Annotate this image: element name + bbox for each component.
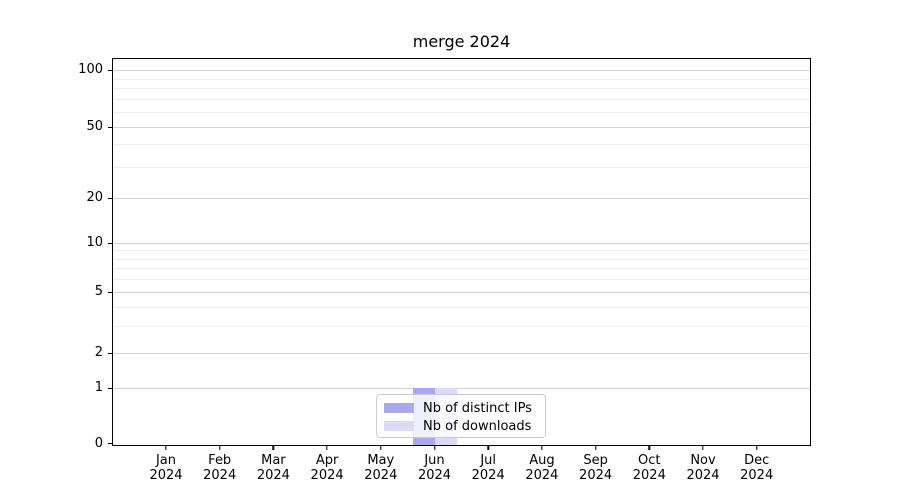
x-tick-label: Feb 2024 <box>203 453 236 483</box>
minor-gridline <box>113 258 810 260</box>
y-tick-label: 50 <box>86 119 103 134</box>
minor-gridline <box>113 326 810 327</box>
x-tick-month: Oct <box>638 453 661 468</box>
x-tick-month: Jun <box>424 453 445 468</box>
x-tick-month: Apr <box>315 453 339 468</box>
major-gridline <box>113 292 810 293</box>
x-tick-year: 2024 <box>203 468 237 483</box>
x-tick-label: Jan 2024 <box>149 453 182 483</box>
y-tick-label: 2 <box>94 345 103 360</box>
y-tick-mark <box>107 197 113 199</box>
x-tick-year: 2024 <box>364 468 398 483</box>
legend-swatch-downloads <box>384 421 414 431</box>
x-tick-label: May 2024 <box>364 453 397 483</box>
x-tick-mark <box>541 445 543 450</box>
x-tick-month: Sep <box>583 453 608 468</box>
x-tick-year: 2024 <box>310 468 344 483</box>
x-tick-mark <box>326 445 328 450</box>
y-tick-label: 10 <box>86 235 103 250</box>
minor-gridline <box>113 268 810 270</box>
y-tick-mark <box>107 443 113 445</box>
x-tick-month: May <box>367 453 395 468</box>
x-tick-mark <box>648 445 650 450</box>
chart-title: merge 2024 <box>412 32 511 51</box>
minor-gridline <box>113 306 810 308</box>
legend: Nb of distinct IPs Nb of downloads <box>376 394 546 438</box>
minor-gridline <box>113 279 810 281</box>
major-gridline <box>113 127 810 128</box>
x-tick-label: Jul 2024 <box>472 453 505 483</box>
x-tick-mark <box>165 445 167 450</box>
x-tick-mark <box>380 445 382 450</box>
y-tick-mark <box>107 387 113 389</box>
minor-gridline <box>113 250 810 252</box>
x-tick-mark <box>487 445 489 450</box>
x-tick-year: 2024 <box>740 468 774 483</box>
x-tick-month: Nov <box>690 453 716 468</box>
x-tick-month: Jan <box>155 453 177 468</box>
legend-item-distinct-ips: Nb of distinct IPs <box>384 399 545 417</box>
x-tick-month: Mar <box>261 453 286 468</box>
y-tick-label: 100 <box>78 62 103 77</box>
x-tick-month: Feb <box>208 453 232 468</box>
x-tick-mark <box>702 445 704 450</box>
legend-swatch-distinct-ips <box>384 403 414 413</box>
x-tick-mark <box>272 445 275 450</box>
major-gridline <box>113 70 810 71</box>
minor-gridline <box>113 78 810 80</box>
x-tick-mark <box>755 445 758 450</box>
minor-gridline <box>113 144 810 146</box>
minor-gridline <box>113 112 810 113</box>
minor-gridline <box>113 88 810 90</box>
x-tick-year: 2024 <box>417 468 452 483</box>
x-tick-year: 2024 <box>686 468 720 483</box>
y-tick-label: 0 <box>94 435 103 451</box>
x-tick-year: 2024 <box>525 468 559 483</box>
legend-label-downloads: Nb of downloads <box>423 418 532 434</box>
y-tick-label: 20 <box>86 190 103 205</box>
x-tick-label: Oct 2024 <box>633 453 666 483</box>
legend-item-downloads: Nb of downloads <box>384 417 545 435</box>
minor-gridline <box>113 99 810 101</box>
major-gridline <box>113 198 810 199</box>
plot-area: merge 2024 0 1 2 5 10 20 50 100 Jan 2024 Feb 2024 Ma… <box>78 32 811 483</box>
minor-gridline <box>113 166 810 168</box>
y-tick-mark <box>107 291 113 293</box>
x-tick-label: Jun 2024 <box>418 453 451 483</box>
y-tick-mark <box>107 126 113 128</box>
y-tick-mark <box>107 69 113 71</box>
x-tick-year: 2024 <box>149 468 183 483</box>
y-tick-label: 1 <box>94 380 103 395</box>
x-tick-mark <box>594 445 597 450</box>
x-tick-year: 2024 <box>632 468 666 483</box>
x-tick-year: 2024 <box>579 468 613 483</box>
major-gridline <box>113 243 810 244</box>
x-tick-year: 2024 <box>256 468 290 483</box>
x-tick-label: Nov 2024 <box>686 453 719 483</box>
y-tick-label: 5 <box>94 284 103 299</box>
x-tick-label: Apr 2024 <box>311 453 344 483</box>
major-gridline <box>113 353 810 354</box>
legend-label-distinct-ips: Nb of distinct IPs <box>423 400 532 416</box>
major-gridline <box>113 388 810 389</box>
x-tick-month: Dec <box>744 453 770 468</box>
x-tick-label: Dec 2024 <box>740 453 773 483</box>
x-tick-mark <box>218 445 221 450</box>
x-tick-mark <box>433 445 436 450</box>
x-tick-month: Jul <box>480 453 497 468</box>
y-tick-mark <box>107 352 113 354</box>
x-tick-label: Sep 2024 <box>579 453 612 483</box>
x-tick-label: Mar 2024 <box>257 453 290 483</box>
x-tick-label: Aug 2024 <box>525 453 558 483</box>
x-tick-month: Aug <box>529 453 555 468</box>
x-tick-year: 2024 <box>471 468 505 483</box>
y-tick-mark <box>107 242 113 244</box>
